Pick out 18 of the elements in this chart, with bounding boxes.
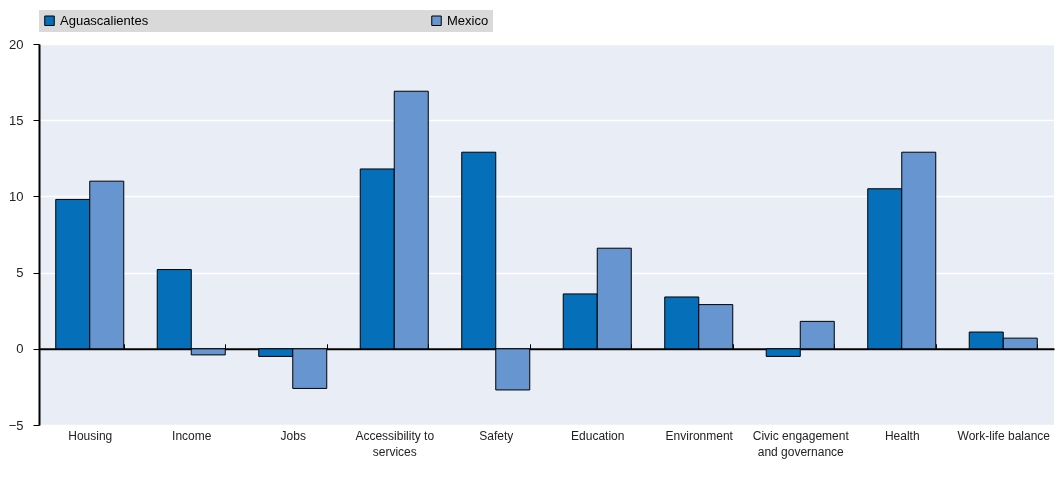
- x-tick-label: Jobs: [280, 428, 306, 443]
- legend-label: Aguascalientes: [60, 12, 149, 28]
- y-tick-label: −5: [8, 417, 24, 433]
- x-tick-label: Income: [172, 428, 212, 443]
- y-tick-label: 15: [9, 112, 24, 128]
- y-tick-label: 20: [9, 36, 24, 52]
- x-tick-label: Work-life balance: [957, 428, 1051, 443]
- x-tick-label: Accessibility to services: [355, 428, 435, 459]
- legend-label: Mexico: [447, 12, 489, 28]
- x-tick-label: Health: [884, 428, 920, 443]
- y-tick-label: 10: [9, 188, 24, 204]
- x-tick-label: Education: [571, 428, 625, 443]
- y-tick-label: 5: [16, 265, 24, 281]
- x-tick-label: Safety: [479, 428, 514, 443]
- x-tick-label: Civic engagement and governance: [752, 428, 850, 459]
- x-tick-label: Housing: [68, 428, 113, 443]
- x-tick-label: Environment: [665, 428, 734, 443]
- y-tick-label: 0: [16, 341, 24, 357]
